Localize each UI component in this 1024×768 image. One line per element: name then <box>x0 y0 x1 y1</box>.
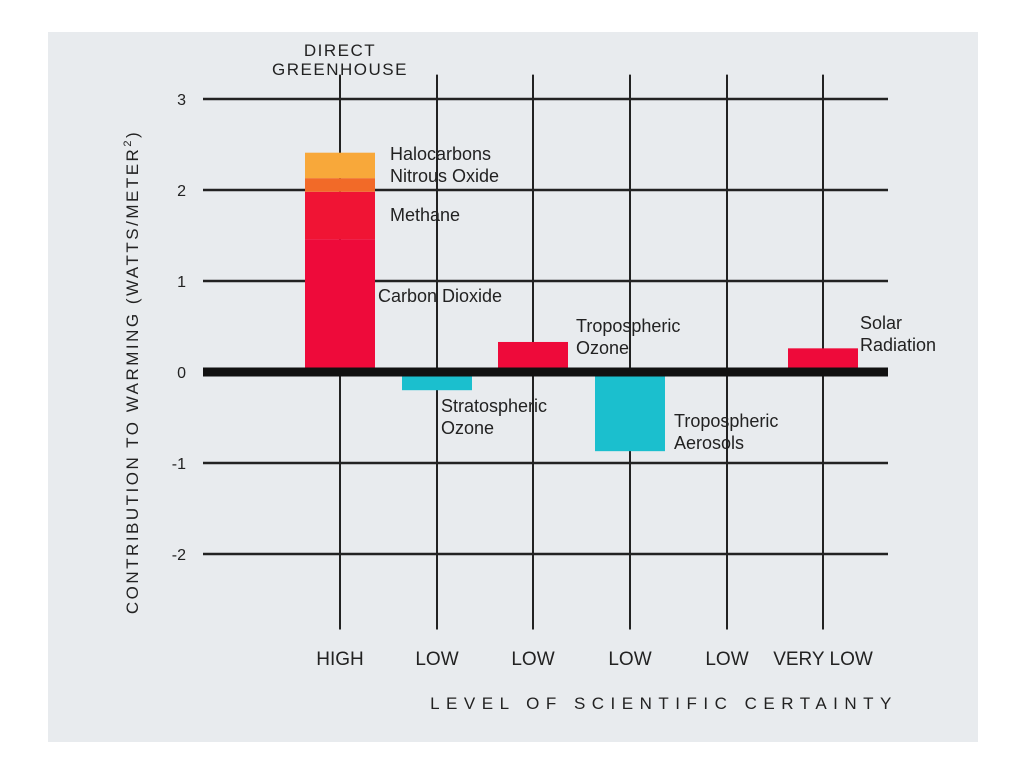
group-annotation-line-1: GREENHOUSE <box>272 60 408 79</box>
annotation-tropospheric-aerosols-line-0: Tropospheric <box>674 411 778 431</box>
bar-halocarbons <box>305 152 375 179</box>
bar-methane <box>305 191 375 240</box>
y-tick-label-2: 1 <box>177 274 186 291</box>
x-tick-label-4: LOW <box>705 649 748 670</box>
annotation-carbon-dioxide-line-0: Carbon Dioxide <box>378 286 502 306</box>
annotation-solar-radiation-line-0: Solar <box>860 313 902 333</box>
bars <box>305 152 858 452</box>
x-tick-label-5: VERY LOW <box>773 649 873 670</box>
bar-nitrous-oxide <box>305 178 375 192</box>
annotation-methane-line-0: Methane <box>390 205 460 225</box>
annotation-nitrous-oxide-line-0: Nitrous Oxide <box>390 166 499 186</box>
bar-tropospheric-ozone <box>498 341 568 372</box>
annotation-stratospheric-ozone-line-1: Ozone <box>441 418 494 438</box>
x-tick-label-3: LOW <box>608 649 651 670</box>
annotation-tropospheric-ozone-line-0: Tropospheric <box>576 316 680 336</box>
annotation-halocarbons-line-0: Halocarbons <box>390 144 491 164</box>
annotation-tropospheric-aerosols-line-1: Aerosols <box>674 433 744 453</box>
bar-solar-radiation <box>788 348 858 372</box>
chart-panel: 3 2 1 0 -1 -2 HIGH LOW LOW LOW LOW VERY LOW DIRECT G… <box>48 32 978 742</box>
y-axis-title: CONTRIBUTION TO WARMING (WATTS/METER2) <box>122 130 142 614</box>
y-tick-label-0: 3 <box>177 92 186 109</box>
x-axis-title: LEVEL OF SCIENTIFIC CERTAINTY <box>430 694 898 713</box>
x-tick-label-0: HIGH <box>316 649 364 670</box>
bar-tropospheric-aerosols <box>595 372 665 452</box>
bar-carbon-dioxide <box>305 239 375 372</box>
y-tick-labels: 3 2 1 0 -1 -2 <box>172 92 186 564</box>
y-tick-label-1: 2 <box>177 183 186 200</box>
y-tick-label-4: -1 <box>172 456 186 473</box>
x-tick-label-2: LOW <box>511 649 554 670</box>
bar-chart: 3 2 1 0 -1 -2 HIGH LOW LOW LOW LOW VERY LOW DIRECTG… <box>122 41 936 713</box>
annotation-tropospheric-ozone-line-1: Ozone <box>576 338 629 358</box>
y-tick-label-3: 0 <box>177 365 186 382</box>
annotation-stratospheric-ozone-line-0: Stratospheric <box>441 396 547 416</box>
group-annotation-line-0: DIRECT <box>304 41 376 60</box>
annotation-solar-radiation-line-1: Radiation <box>860 335 936 355</box>
bar-stratospheric-ozone <box>402 372 472 391</box>
x-tick-label-1: LOW <box>415 649 458 670</box>
y-tick-label-5: -2 <box>172 547 186 564</box>
